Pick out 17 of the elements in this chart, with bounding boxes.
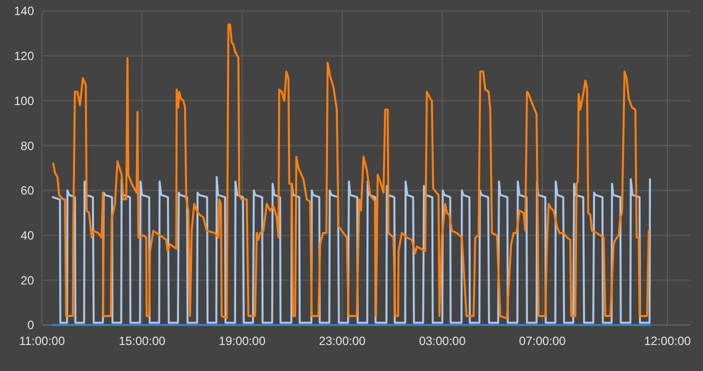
x-tick-label: 07:00:00	[519, 334, 566, 348]
y-tick-label: 60	[20, 184, 34, 198]
x-tick-label: 03:00:00	[418, 334, 466, 348]
y-tick-label: 40	[20, 228, 34, 242]
x-tick-label: 15:00:00	[118, 334, 166, 348]
x-tick-label: 19:00:00	[218, 334, 266, 348]
y-tick-label: 140	[14, 4, 34, 18]
line-series	[52, 23, 650, 320]
y-tick-label: 80	[20, 138, 34, 153]
y-tick-label: 120	[14, 49, 34, 64]
x-tick-label: 23:00:00	[318, 334, 366, 348]
line-series	[52, 176, 651, 324]
y-tick-label: 0	[27, 318, 34, 332]
x-tick-label: 11:00:00	[19, 334, 66, 348]
y-tick-label: 20	[20, 273, 34, 288]
y-tick-label: 100	[14, 94, 34, 108]
x-tick-label: 12:00:00	[644, 334, 692, 348]
